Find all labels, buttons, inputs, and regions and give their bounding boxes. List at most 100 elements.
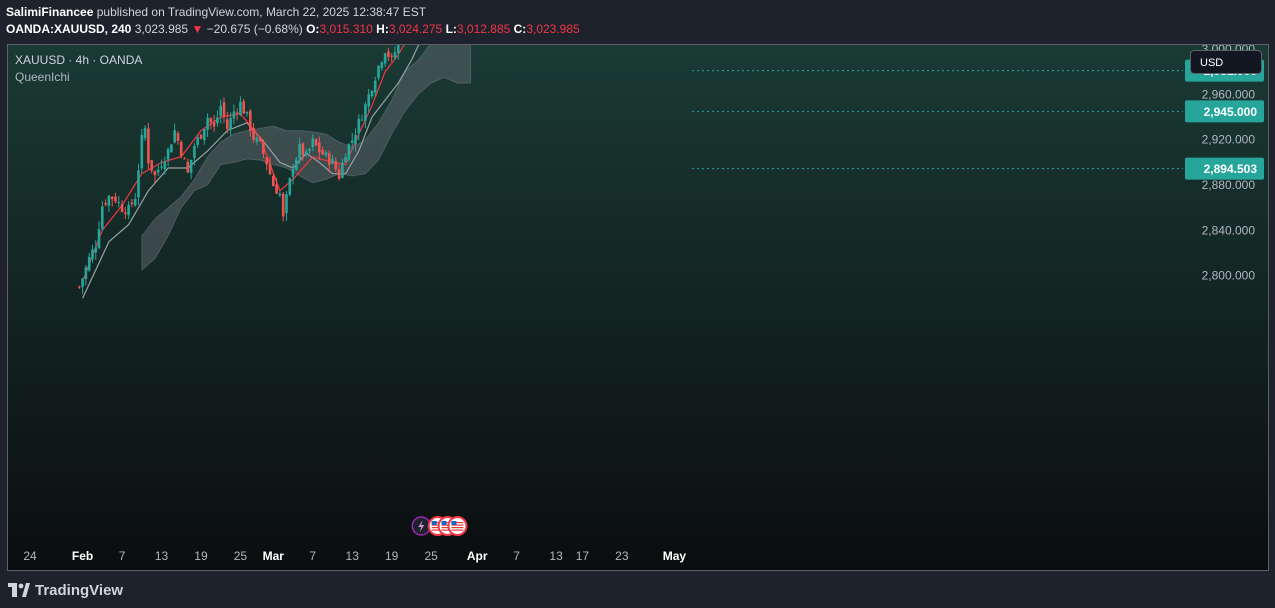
support-price-label: 2,894.503	[1204, 162, 1258, 176]
candle-body	[321, 149, 324, 155]
candle-body	[390, 55, 393, 57]
candle-body	[304, 151, 308, 155]
candle-body	[311, 138, 315, 148]
y-tick-label: 2,920.000	[1202, 133, 1256, 147]
tradingview-logo-icon[interactable]	[8, 583, 30, 597]
chart-legend-symbol[interactable]: XAUUSD · 4h · OANDA	[15, 53, 143, 67]
candle-body	[364, 104, 367, 121]
candle-body	[150, 160, 153, 171]
candle-body	[344, 156, 347, 163]
price-axis[interactable]: 2,800.000 2,840.000 2,880.000 2,920.000 2,96…	[1202, 45, 1256, 283]
candle-body	[337, 169, 341, 179]
candle-body	[84, 267, 88, 280]
candle-body	[301, 143, 305, 156]
candle-body	[94, 247, 98, 253]
candle-body	[377, 65, 380, 78]
chart-pane[interactable]: 2,800.000 2,840.000 2,880.000 2,920.000 2,96…	[7, 44, 1269, 571]
candle-body	[186, 161, 190, 173]
brand-name[interactable]: TradingView	[35, 581, 124, 599]
x-tick-label: Feb	[72, 549, 93, 563]
candle-body	[291, 168, 295, 177]
candle-body	[153, 171, 157, 175]
candle-body	[124, 212, 127, 214]
candle-body	[242, 101, 245, 114]
candle-body	[120, 203, 124, 212]
flag-ring	[447, 516, 468, 536]
flag-canton	[451, 521, 457, 525]
candle-body	[383, 53, 387, 64]
y-tick-label: 2,840.000	[1202, 223, 1256, 237]
candle-body	[232, 111, 236, 119]
candle-body	[133, 199, 137, 206]
candle-body	[265, 157, 268, 165]
candle-body	[127, 204, 130, 216]
candle-body	[357, 118, 361, 134]
us-flag-icon[interactable]	[447, 516, 468, 536]
flag-stripe	[431, 522, 444, 524]
high-label: H:	[376, 22, 389, 36]
candle-body	[397, 45, 400, 53]
candle-body	[166, 149, 170, 160]
candles	[78, 45, 400, 294]
x-tick-label: Mar	[263, 549, 285, 563]
time-axis[interactable]: 24 Feb 7 13 19 25 Mar 7 13 19 25 Apr 7 13 17 23 May	[23, 549, 686, 563]
flag-canton	[441, 521, 447, 525]
indicator-legend[interactable]: QueenIchi	[15, 70, 70, 84]
flag-stripe	[451, 529, 464, 531]
candle-body	[110, 196, 114, 200]
x-tick-label: May	[663, 549, 687, 563]
close-value: 3,023.985	[526, 22, 580, 36]
chart-background	[8, 45, 1268, 570]
candle-body	[350, 140, 354, 143]
y-tick-label: 2,800.000	[1202, 269, 1256, 283]
candle-body	[235, 112, 239, 114]
candle-body	[239, 101, 242, 115]
candle-body	[78, 286, 81, 288]
x-tick-label: 24	[23, 549, 37, 563]
candle-body	[222, 102, 226, 117]
y-tick-label: 2,960.000	[1202, 87, 1256, 101]
candle-body	[347, 144, 351, 160]
candle-body	[130, 202, 134, 204]
candle-body	[101, 206, 104, 229]
x-tick-label: 25	[424, 549, 438, 563]
candle-body	[334, 161, 338, 170]
candle-body	[393, 52, 397, 58]
candle-body	[367, 94, 370, 107]
candle-body	[183, 158, 186, 160]
event-markers[interactable]	[411, 516, 468, 536]
candle-body	[308, 148, 311, 151]
candle-body	[107, 195, 111, 206]
candle-body	[156, 169, 160, 173]
price-chart[interactable]: 2,800.000 2,840.000 2,880.000 2,920.000 2,96…	[8, 45, 1269, 571]
candle-body	[245, 111, 249, 114]
x-tick-label: 13	[155, 549, 169, 563]
candle-body	[380, 62, 384, 69]
lightning-bolt-shape	[418, 520, 425, 532]
candle-body	[199, 134, 203, 139]
candle-body	[226, 119, 229, 129]
price-levels	[692, 70, 1183, 170]
candle-body	[285, 194, 288, 214]
author-name[interactable]: SalimiFinancee	[6, 5, 94, 19]
publish-text: published on TradingView.com, March 22, …	[96, 5, 427, 19]
candle-body	[262, 142, 265, 154]
candle-body	[196, 137, 199, 145]
candle-body	[173, 130, 176, 143]
support-price-label: 2,945.000	[1204, 105, 1258, 119]
candle-body	[272, 176, 275, 187]
candle-body	[147, 128, 150, 164]
candle-body	[219, 105, 222, 117]
candle-body	[331, 158, 334, 164]
candle-body	[258, 137, 262, 141]
lightning-icon[interactable]	[411, 516, 432, 536]
flag-stripe	[451, 524, 464, 526]
candle-body	[163, 162, 167, 169]
x-tick-label: 23	[615, 549, 629, 563]
x-tick-label: 7	[513, 549, 520, 563]
down-arrow-icon: ▼	[191, 22, 204, 36]
currency-button[interactable]: USD	[1190, 50, 1262, 74]
flag-stripe	[441, 522, 454, 524]
candle-body	[170, 144, 173, 153]
candle-body	[255, 137, 259, 142]
